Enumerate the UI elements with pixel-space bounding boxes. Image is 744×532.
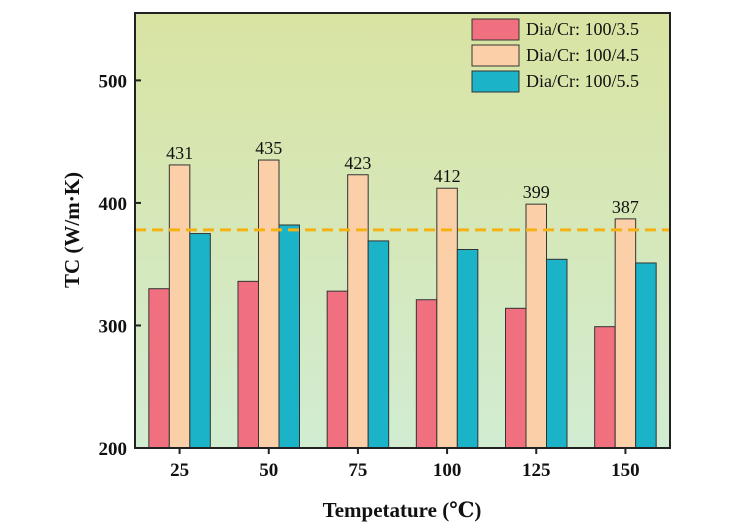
bar-2-125 bbox=[525, 203, 547, 449]
x-tick-label: 125 bbox=[522, 460, 551, 481]
legend-swatch-2 bbox=[471, 44, 520, 67]
y-axis: 200 300 400 500 bbox=[99, 71, 141, 460]
bar-1-75 bbox=[326, 290, 349, 449]
x-tick-label: 25 bbox=[170, 460, 189, 481]
y-tick-label: 300 bbox=[99, 316, 128, 337]
x-tick-label: 75 bbox=[348, 460, 367, 481]
plot-frame bbox=[134, 12, 671, 449]
bar-3-25 bbox=[189, 233, 211, 449]
y-axis-title: TC (W/m·K) bbox=[60, 172, 84, 288]
data-label-50: 435 bbox=[255, 138, 282, 158]
x-axis-title: Tempetature (℃) bbox=[323, 498, 482, 522]
bar-1-150 bbox=[594, 326, 616, 449]
legend-swatch-3 bbox=[471, 70, 520, 93]
bar-1-125 bbox=[505, 307, 527, 449]
bar-2-50 bbox=[258, 159, 280, 449]
x-tick-label: 150 bbox=[611, 460, 640, 481]
legend: Dia/Cr: 100/3.5 Dia/Cr: 100/4.5 Dia/Cr: 10… bbox=[471, 18, 639, 93]
bar-1-100 bbox=[415, 299, 438, 449]
bar-2-100 bbox=[436, 187, 458, 449]
data-label-25: 431 bbox=[166, 143, 193, 163]
bar-2-75 bbox=[347, 174, 369, 449]
legend-swatch-1 bbox=[471, 18, 520, 41]
data-label-125: 399 bbox=[523, 182, 550, 202]
data-label-100: 412 bbox=[434, 166, 461, 186]
bar-3-50 bbox=[278, 224, 300, 449]
x-tick-label: 100 bbox=[433, 460, 462, 481]
x-tick-label: 50 bbox=[259, 460, 278, 481]
y-tick-label: 200 bbox=[99, 439, 128, 460]
bar-2-150 bbox=[614, 218, 637, 449]
bars-layer bbox=[148, 159, 657, 449]
y-tick-label: 400 bbox=[99, 194, 128, 215]
legend-label-3: Dia/Cr: 100/5.5 bbox=[526, 71, 639, 91]
bar-3-125 bbox=[546, 258, 568, 449]
bar-2-25 bbox=[168, 164, 191, 449]
bar-1-25 bbox=[148, 288, 170, 449]
bar-3-75 bbox=[367, 240, 390, 449]
bar-3-150 bbox=[635, 262, 657, 449]
legend-label-1: Dia/Cr: 100/3.5 bbox=[526, 19, 639, 39]
legend-label-2: Dia/Cr: 100/4.5 bbox=[526, 45, 639, 65]
data-label-75: 423 bbox=[344, 153, 371, 173]
bar-1-50 bbox=[237, 280, 259, 449]
data-labels-layer: 431 435 423 412 399 387 bbox=[166, 138, 639, 217]
y-tick-label: 500 bbox=[99, 71, 128, 92]
x-axis: 25 50 75 100 125 150 bbox=[170, 448, 640, 481]
bar-3-100 bbox=[456, 248, 479, 449]
data-label-150: 387 bbox=[612, 197, 639, 217]
